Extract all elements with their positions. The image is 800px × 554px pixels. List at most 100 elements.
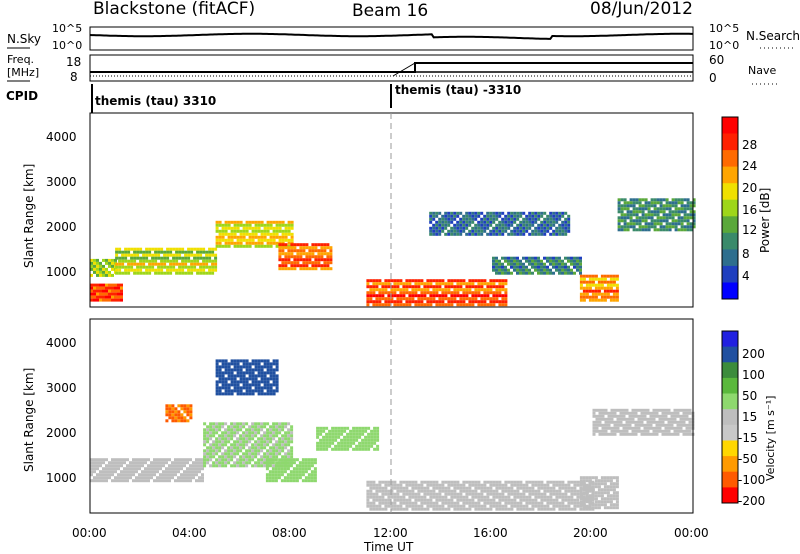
heatmap-cell	[272, 374, 276, 378]
heatmap-cell	[260, 461, 264, 465]
heatmap-cell	[290, 425, 294, 429]
heatmap-cell	[272, 368, 276, 372]
heatmap-cell	[287, 246, 291, 250]
heatmap-cell	[492, 229, 496, 233]
heatmap-cell	[378, 495, 382, 499]
heatmap-cell	[588, 500, 592, 504]
heatmap-cell	[549, 489, 553, 493]
heatmap-cell	[320, 249, 324, 253]
heatmap-cell	[390, 504, 394, 508]
heatmap-cell	[492, 285, 496, 289]
heatmap-cell	[501, 229, 505, 233]
heatmap-cell	[130, 256, 134, 260]
heatmap-cell	[567, 504, 571, 508]
heatmap-cell	[652, 432, 656, 436]
heatmap-cell	[290, 243, 294, 247]
heatmap-cell	[139, 250, 143, 254]
heatmap-cell	[489, 285, 493, 289]
cpid-label: CPID	[6, 89, 38, 103]
heatmap-cell	[483, 229, 487, 233]
heatmap-cell	[384, 507, 388, 511]
heatmap-cell	[399, 297, 403, 301]
heatmap-cell	[195, 458, 198, 462]
heatmap-cell	[507, 498, 511, 502]
heatmap-cell	[287, 241, 291, 245]
heatmap-cell	[230, 226, 234, 230]
heatmap-cell	[486, 480, 490, 484]
heatmap-cell	[471, 285, 475, 289]
heatmap-cell	[320, 243, 324, 247]
heatmap-cell	[265, 458, 269, 462]
heatmap-cell	[659, 216, 663, 220]
heatmap-cell	[447, 501, 451, 505]
heatmap-cell	[408, 483, 412, 487]
heatmap-cell	[378, 483, 382, 487]
heatmap-cell	[242, 229, 246, 233]
heatmap-cell	[323, 261, 327, 265]
heatmap-cell	[677, 210, 681, 214]
heatmap-cell	[631, 432, 635, 436]
heatmap-cell	[367, 432, 371, 436]
heatmap-cell	[441, 217, 445, 221]
heatmap-cell	[689, 228, 693, 232]
heatmap-cell	[387, 294, 391, 298]
heatmap-cell	[417, 285, 421, 289]
heatmap-cell	[522, 271, 525, 275]
heatmap-cell	[498, 214, 502, 218]
heatmap-cell	[96, 273, 99, 277]
heatmap-cell	[218, 220, 222, 224]
heatmap-cell	[447, 291, 451, 295]
heatmap-cell	[254, 362, 258, 366]
heatmap-cell	[561, 232, 565, 236]
colorbar-segment	[722, 166, 738, 184]
heatmap-cell	[501, 303, 505, 307]
heatmap-cell	[522, 492, 526, 496]
heatmap-cell	[286, 467, 290, 471]
heatmap-cell	[272, 449, 276, 453]
heatmap-cell	[349, 441, 353, 445]
heatmap-cell	[209, 452, 213, 456]
heatmap-cell	[638, 219, 642, 223]
heatmap-cell	[251, 235, 255, 239]
heatmap-cell	[201, 479, 204, 483]
heatmap-cell	[275, 235, 279, 239]
heatmap-cell	[579, 500, 583, 504]
heatmap-cell	[495, 489, 499, 493]
heatmap-cell	[272, 220, 276, 224]
heatmap-cell	[417, 507, 421, 511]
heatmap-cell	[132, 461, 135, 465]
heatmap-cell	[423, 507, 427, 511]
heatmap-cell	[230, 422, 234, 426]
heatmap-cell	[233, 446, 237, 450]
heatmap-cell	[453, 288, 457, 292]
heatmap-cell	[649, 417, 653, 421]
heatmap-cell	[239, 422, 243, 426]
heatmap-cell	[160, 250, 164, 254]
heatmap-cell	[278, 452, 282, 456]
heatmap-cell	[432, 226, 436, 230]
heatmap-cell	[269, 386, 273, 390]
heatmap-cell	[254, 383, 258, 387]
heatmap-cell	[595, 414, 599, 418]
heatmap-cell	[224, 389, 228, 393]
heatmap-cell	[105, 292, 108, 296]
heatmap-cell	[600, 500, 604, 504]
heatmap-cell	[567, 489, 571, 493]
heatmap-cell	[667, 426, 671, 430]
heatmap-cell	[120, 473, 123, 477]
heatmap-cell	[635, 213, 639, 217]
heatmap-cell	[271, 461, 275, 465]
heatmap-cell	[233, 226, 237, 230]
heatmap-cell	[498, 495, 502, 499]
heatmap-cell	[402, 501, 406, 505]
heatmap-cell	[272, 377, 276, 381]
colorbar-segment	[722, 249, 738, 267]
heatmap-cell	[492, 480, 496, 484]
colorbar-segment	[722, 393, 738, 410]
heatmap-cell	[251, 452, 255, 456]
heatmap-cell	[456, 226, 460, 230]
heatmap-cell	[495, 480, 499, 484]
heatmap-cell	[456, 279, 460, 283]
heatmap-cell	[615, 289, 619, 293]
heatmap-cell	[604, 408, 608, 412]
